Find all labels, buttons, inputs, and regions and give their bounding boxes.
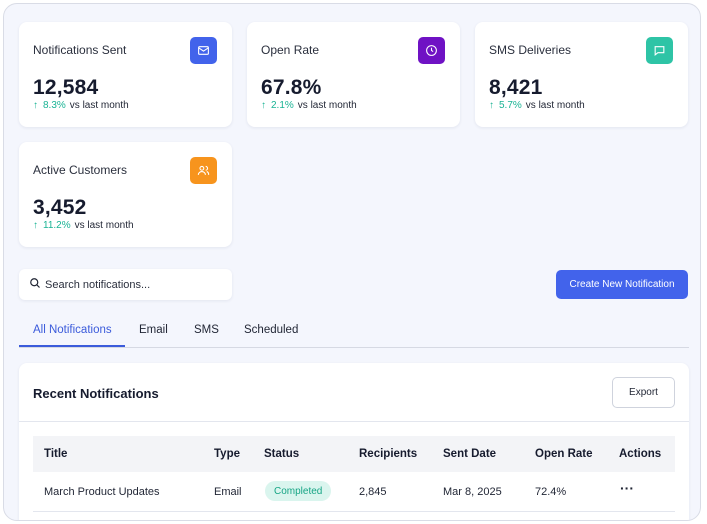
column-header-type[interactable]: Type	[214, 448, 240, 460]
column-header-actions: Actions	[619, 448, 662, 460]
stat-change-percent: 2.1%	[271, 100, 294, 111]
cell-recipients: 2,845	[359, 486, 387, 498]
cell-sent-date: Mar 8, 2025	[443, 486, 502, 498]
stat-change: ↑ 2.1% vs last month	[261, 100, 357, 111]
stat-label: Active Customers	[33, 163, 128, 177]
stat-change-suffix: vs last month	[525, 100, 585, 111]
active-tab-indicator	[19, 345, 125, 347]
column-header-status[interactable]: Status	[264, 448, 300, 460]
search-icon	[29, 277, 41, 292]
stat-change-percent: 11.2%	[43, 220, 71, 231]
users-icon	[190, 157, 217, 184]
stat-card-notifications-sent: Notifications Sent 12,584 ↑ 8.3% vs last…	[19, 22, 232, 127]
trend-up-icon: ↑	[489, 100, 494, 111]
status-badge: Completed	[265, 481, 332, 501]
column-header-open-rate[interactable]: Open Rate	[535, 448, 593, 460]
stat-label: Open Rate	[261, 43, 320, 57]
stat-value: 3,452	[33, 196, 87, 219]
message-icon	[646, 37, 673, 64]
dashboard-frame: Notifications Sent 12,584 ↑ 8.3% vs last…	[3, 3, 701, 521]
create-notification-button[interactable]: Create New Notification	[556, 270, 688, 299]
stat-card-active-customers: Active Customers 3,452 ↑ 11.2% vs last m…	[19, 142, 232, 247]
stat-change-percent: 5.7%	[499, 100, 522, 111]
table-row[interactable]: March Product Updates Email Completed 2,…	[33, 472, 675, 512]
tab-email[interactable]: Email	[139, 324, 168, 336]
tab-scheduled[interactable]: Scheduled	[244, 324, 299, 336]
stat-change-suffix: vs last month	[69, 100, 129, 111]
stat-card-open-rate: Open Rate 67.8% ↑ 2.1% vs last month	[247, 22, 460, 127]
stat-change: ↑ 5.7% vs last month	[489, 100, 585, 111]
panel-title: Recent Notifications	[33, 386, 159, 401]
stat-value: 8,421	[489, 76, 543, 99]
stat-value: 67.8%	[261, 76, 322, 99]
recent-notifications-panel: Recent Notifications Export Title Type S…	[19, 363, 689, 520]
column-header-recipients[interactable]: Recipients	[359, 448, 418, 460]
tab-all-notifications[interactable]: All Notifications	[33, 324, 112, 336]
cell-title: March Product Updates	[44, 486, 160, 498]
stat-label: SMS Deliveries	[489, 43, 572, 57]
stat-value: 12,584	[33, 76, 99, 99]
stat-change-suffix: vs last month	[74, 220, 134, 231]
column-header-title[interactable]: Title	[44, 448, 68, 460]
stat-change: ↑ 8.3% vs last month	[33, 100, 129, 111]
stat-card-sms-deliveries: SMS Deliveries 8,421 ↑ 5.7% vs last mont…	[475, 22, 688, 127]
stat-change-suffix: vs last month	[297, 100, 357, 111]
more-actions-icon[interactable]: ···	[620, 480, 634, 496]
trend-up-icon: ↑	[33, 220, 38, 231]
export-button[interactable]: Export	[612, 377, 675, 408]
stat-change: ↑ 11.2% vs last month	[33, 220, 134, 231]
mail-icon	[190, 37, 217, 64]
stat-label: Notifications Sent	[33, 43, 127, 57]
column-header-sent-date[interactable]: Sent Date	[443, 448, 497, 460]
cell-open-rate: 72.4%	[535, 486, 567, 498]
stat-change-percent: 8.3%	[43, 100, 66, 111]
trend-up-icon: ↑	[33, 100, 38, 111]
notification-tabs: All Notifications Email SMS Scheduled	[19, 319, 689, 348]
clock-icon	[418, 37, 445, 64]
divider	[19, 421, 689, 422]
tab-sms[interactable]: SMS	[194, 324, 219, 336]
search-input[interactable]: Search notifications...	[19, 269, 232, 300]
table-header: Title Type Status Recipients Sent Date O…	[33, 436, 675, 472]
trend-up-icon: ↑	[261, 100, 266, 111]
search-placeholder: Search notifications...	[45, 278, 151, 291]
cell-type: Email	[214, 486, 242, 498]
